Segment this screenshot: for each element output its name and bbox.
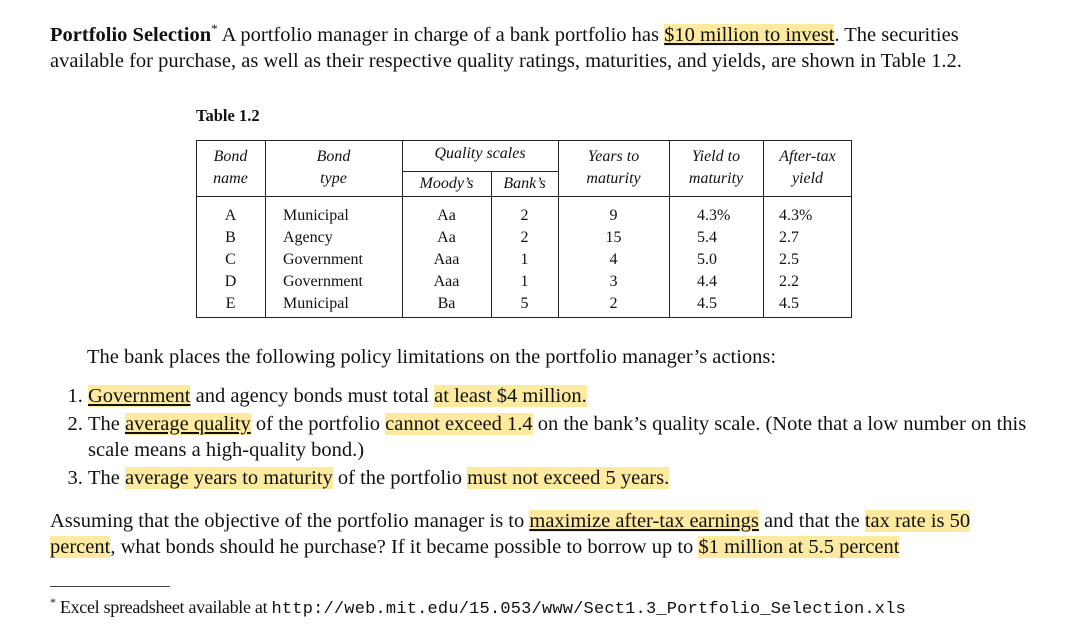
header-years-to-maturity: Years to maturity	[586, 148, 641, 187]
header-yield-to-maturity: Yield to maturity	[688, 148, 744, 187]
policy-list: Government and agency bonds must total a…	[50, 383, 1028, 491]
col-divider	[265, 140, 266, 318]
quality-scales-rule	[402, 171, 558, 172]
footnote-rule	[50, 586, 170, 587]
col-divider	[669, 140, 670, 318]
list-item: The average years to maturity of the por…	[88, 465, 1028, 491]
title-footnote-mark: *	[211, 21, 218, 36]
section-title: Portfolio Selection	[50, 23, 212, 46]
header-bond-name: Bond name	[213, 148, 248, 187]
budget-highlight: $10 million to invest	[664, 23, 835, 46]
col-divider	[491, 171, 492, 318]
col-divider	[763, 140, 764, 318]
header-after-tax-yield: After-tax yield	[779, 148, 836, 187]
policy-intro: The bank places the following policy lim…	[87, 346, 777, 368]
header-moodys: Moody’s	[419, 175, 474, 192]
intro-paragraph: Portfolio Selection* A portfolio manager…	[50, 16, 1010, 74]
header-quality-scales: Quality scales	[434, 145, 526, 162]
table-header-rule	[196, 196, 852, 197]
intro-text-2: . The securities available for purchase,…	[50, 23, 962, 72]
col-divider	[402, 140, 403, 318]
table-caption: Table 1.2	[196, 106, 260, 125]
list-item: The average quality of the portfolio can…	[88, 411, 1028, 463]
footnote: * Excel spreadsheet available at http://…	[50, 595, 907, 619]
list-item: Government and agency bonds must total a…	[88, 383, 1028, 409]
header-banks: Bank’s	[503, 175, 546, 192]
header-bond-type: Bond type	[316, 148, 351, 187]
col-divider	[558, 140, 559, 318]
spreadsheet-link[interactable]: http://web.mit.edu/15.053/www/Sect1.3_Po…	[271, 600, 907, 619]
closing-paragraph: Assuming that the objective of the portf…	[50, 510, 971, 558]
intro-text-1: A portfolio manager in charge of a bank …	[217, 23, 665, 46]
